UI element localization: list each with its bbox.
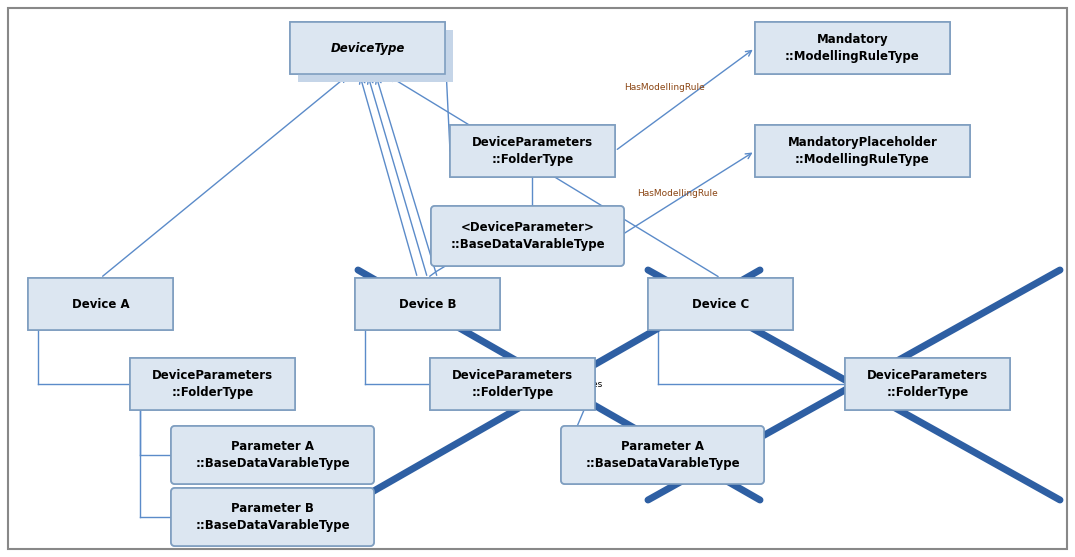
- Text: Device B: Device B: [399, 297, 456, 310]
- FancyBboxPatch shape: [450, 125, 615, 177]
- Text: <DeviceParameter>
::BaseDataVarableType: <DeviceParameter> ::BaseDataVarableType: [450, 221, 605, 251]
- Text: DeviceParameters
::FolderType: DeviceParameters ::FolderType: [152, 369, 273, 399]
- FancyBboxPatch shape: [290, 22, 445, 74]
- FancyBboxPatch shape: [171, 488, 374, 546]
- FancyBboxPatch shape: [845, 358, 1010, 410]
- Text: Organizes: Organizes: [557, 380, 603, 389]
- Text: DeviceParameters
::FolderType: DeviceParameters ::FolderType: [472, 136, 593, 166]
- FancyBboxPatch shape: [130, 358, 295, 410]
- FancyBboxPatch shape: [450, 125, 615, 177]
- Text: Mandatory
::ModellingRuleType: Mandatory ::ModellingRuleType: [785, 33, 920, 63]
- Text: Parameter B
::BaseDataVarableType: Parameter B ::BaseDataVarableType: [196, 502, 349, 532]
- FancyBboxPatch shape: [561, 426, 764, 484]
- Text: Parameter B
::BaseDataVarableType: Parameter B ::BaseDataVarableType: [196, 502, 349, 532]
- FancyBboxPatch shape: [648, 278, 793, 330]
- FancyBboxPatch shape: [355, 278, 500, 330]
- Text: Parameter A
::BaseDataVarableType: Parameter A ::BaseDataVarableType: [196, 440, 349, 470]
- Text: HasModellingRule: HasModellingRule: [637, 188, 718, 198]
- FancyBboxPatch shape: [431, 206, 624, 266]
- FancyBboxPatch shape: [561, 426, 764, 484]
- Text: DeviceType: DeviceType: [330, 42, 404, 55]
- FancyBboxPatch shape: [130, 358, 295, 410]
- FancyBboxPatch shape: [755, 125, 970, 177]
- FancyBboxPatch shape: [298, 30, 453, 82]
- FancyBboxPatch shape: [171, 488, 374, 546]
- Text: DeviceParameters
::FolderType: DeviceParameters ::FolderType: [866, 369, 988, 399]
- Text: Parameter A
::BaseDataVarableType: Parameter A ::BaseDataVarableType: [196, 440, 349, 470]
- Text: Device A: Device A: [72, 297, 129, 310]
- FancyBboxPatch shape: [755, 125, 970, 177]
- Text: DeviceParameters
::FolderType: DeviceParameters ::FolderType: [152, 369, 273, 399]
- FancyBboxPatch shape: [755, 22, 950, 74]
- FancyBboxPatch shape: [430, 358, 594, 410]
- Text: DeviceParameters
::FolderType: DeviceParameters ::FolderType: [452, 369, 573, 399]
- FancyBboxPatch shape: [430, 358, 594, 410]
- FancyBboxPatch shape: [171, 426, 374, 484]
- Text: Device B: Device B: [399, 297, 456, 310]
- Text: MandatoryPlaceholder
::ModellingRuleType: MandatoryPlaceholder ::ModellingRuleType: [788, 136, 937, 166]
- Text: Parameter A
::BaseDataVarableType: Parameter A ::BaseDataVarableType: [585, 440, 740, 470]
- Text: Device C: Device C: [692, 297, 749, 310]
- Text: DeviceParameters
::FolderType: DeviceParameters ::FolderType: [472, 136, 593, 166]
- Text: Device A: Device A: [72, 297, 129, 310]
- Text: MandatoryPlaceholder
::ModellingRuleType: MandatoryPlaceholder ::ModellingRuleType: [788, 136, 937, 166]
- FancyBboxPatch shape: [648, 278, 793, 330]
- FancyBboxPatch shape: [431, 206, 624, 266]
- FancyBboxPatch shape: [290, 22, 445, 74]
- FancyBboxPatch shape: [171, 426, 374, 484]
- Text: Parameter A
::BaseDataVarableType: Parameter A ::BaseDataVarableType: [585, 440, 740, 470]
- FancyBboxPatch shape: [355, 278, 500, 330]
- Text: DeviceType: DeviceType: [330, 42, 404, 55]
- FancyBboxPatch shape: [28, 278, 173, 330]
- Text: DeviceParameters
::FolderType: DeviceParameters ::FolderType: [452, 369, 573, 399]
- Text: DeviceParameters
::FolderType: DeviceParameters ::FolderType: [866, 369, 988, 399]
- FancyBboxPatch shape: [298, 30, 453, 82]
- Text: Mandatory
::ModellingRuleType: Mandatory ::ModellingRuleType: [785, 33, 920, 63]
- Text: <DeviceParameter>
::BaseDataVarableType: <DeviceParameter> ::BaseDataVarableType: [450, 221, 605, 251]
- Text: HasModellingRule: HasModellingRule: [625, 82, 705, 91]
- Text: Device C: Device C: [692, 297, 749, 310]
- FancyBboxPatch shape: [845, 358, 1010, 410]
- FancyBboxPatch shape: [755, 22, 950, 74]
- FancyBboxPatch shape: [28, 278, 173, 330]
